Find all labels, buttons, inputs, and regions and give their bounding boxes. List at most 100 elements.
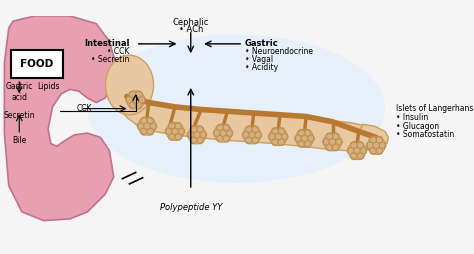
Circle shape	[248, 131, 255, 138]
Text: • CCK: • CCK	[107, 47, 129, 56]
Circle shape	[350, 153, 357, 160]
Circle shape	[197, 137, 203, 144]
Circle shape	[147, 117, 154, 124]
Circle shape	[329, 138, 336, 146]
Circle shape	[357, 153, 364, 160]
Circle shape	[308, 135, 314, 142]
Circle shape	[223, 135, 230, 142]
Polygon shape	[4, 16, 116, 221]
Circle shape	[370, 136, 376, 143]
Circle shape	[326, 144, 333, 151]
Circle shape	[373, 142, 380, 149]
Circle shape	[332, 133, 339, 140]
Circle shape	[144, 123, 151, 130]
Circle shape	[370, 148, 376, 154]
Text: • Vagal: • Vagal	[245, 55, 273, 64]
Polygon shape	[112, 85, 387, 151]
Ellipse shape	[105, 55, 154, 115]
Circle shape	[193, 131, 201, 138]
Circle shape	[217, 124, 223, 131]
Circle shape	[246, 137, 252, 144]
Circle shape	[172, 128, 179, 135]
Circle shape	[301, 135, 308, 142]
Circle shape	[354, 147, 361, 154]
Text: CCK: CCK	[77, 104, 92, 113]
Circle shape	[255, 132, 262, 138]
Circle shape	[219, 130, 227, 137]
Circle shape	[304, 141, 311, 147]
Text: Islets of Langerhans: Islets of Langerhans	[395, 104, 473, 113]
Circle shape	[132, 96, 139, 103]
Circle shape	[226, 130, 233, 136]
Text: Polypeptide YY: Polypeptide YY	[160, 203, 222, 212]
Circle shape	[347, 147, 354, 154]
Text: • Glucagon: • Glucagon	[395, 122, 438, 131]
Circle shape	[223, 124, 230, 131]
Text: • Neuroendocrine: • Neuroendocrine	[245, 47, 313, 56]
Text: Secretin: Secretin	[3, 111, 35, 120]
Circle shape	[129, 102, 136, 109]
Circle shape	[147, 129, 154, 135]
Text: FOOD: FOOD	[20, 59, 54, 69]
Text: • ACh: • ACh	[179, 25, 203, 34]
Circle shape	[298, 141, 305, 147]
Circle shape	[360, 147, 367, 154]
Circle shape	[129, 91, 136, 98]
Circle shape	[268, 133, 275, 140]
Text: Intestinal: Intestinal	[84, 39, 129, 48]
Circle shape	[350, 142, 357, 148]
Circle shape	[187, 132, 194, 138]
Circle shape	[136, 102, 142, 109]
Polygon shape	[359, 124, 389, 144]
Circle shape	[175, 122, 182, 129]
Text: Cephalic: Cephalic	[173, 18, 209, 27]
Circle shape	[168, 134, 175, 140]
Circle shape	[326, 133, 333, 140]
Circle shape	[366, 142, 373, 149]
Circle shape	[175, 134, 182, 140]
Text: Lipids: Lipids	[37, 82, 59, 91]
Circle shape	[140, 129, 147, 135]
Circle shape	[168, 122, 175, 129]
Circle shape	[139, 97, 146, 103]
Circle shape	[278, 128, 285, 134]
Text: • Acidity: • Acidity	[245, 63, 278, 72]
Circle shape	[323, 139, 329, 145]
Circle shape	[178, 128, 185, 135]
Circle shape	[376, 136, 383, 143]
Circle shape	[332, 144, 339, 151]
Circle shape	[165, 128, 172, 135]
Text: • Somatostatin: • Somatostatin	[395, 130, 454, 139]
Circle shape	[304, 130, 311, 136]
Circle shape	[246, 126, 252, 133]
Circle shape	[336, 139, 342, 145]
Circle shape	[191, 137, 197, 144]
Circle shape	[191, 126, 197, 133]
Text: Gastric
acid: Gastric acid	[6, 82, 33, 102]
Circle shape	[379, 142, 386, 149]
Text: Gastric: Gastric	[245, 39, 279, 48]
FancyBboxPatch shape	[11, 50, 63, 78]
Circle shape	[213, 130, 220, 136]
Circle shape	[126, 97, 132, 103]
Text: • Insulin: • Insulin	[395, 113, 428, 122]
Circle shape	[298, 130, 305, 136]
Circle shape	[140, 117, 147, 124]
Circle shape	[295, 135, 301, 142]
Circle shape	[252, 126, 258, 133]
Circle shape	[200, 132, 207, 138]
Circle shape	[275, 133, 282, 140]
Text: Bile: Bile	[12, 136, 27, 145]
Circle shape	[376, 148, 383, 154]
Circle shape	[137, 123, 144, 130]
Circle shape	[272, 139, 278, 146]
Circle shape	[278, 139, 285, 146]
Circle shape	[150, 123, 157, 130]
Circle shape	[357, 142, 364, 148]
Circle shape	[197, 126, 203, 133]
Text: • Secretin: • Secretin	[91, 55, 129, 64]
Ellipse shape	[88, 34, 385, 183]
Circle shape	[242, 132, 249, 138]
Circle shape	[282, 133, 288, 140]
Circle shape	[136, 91, 142, 98]
